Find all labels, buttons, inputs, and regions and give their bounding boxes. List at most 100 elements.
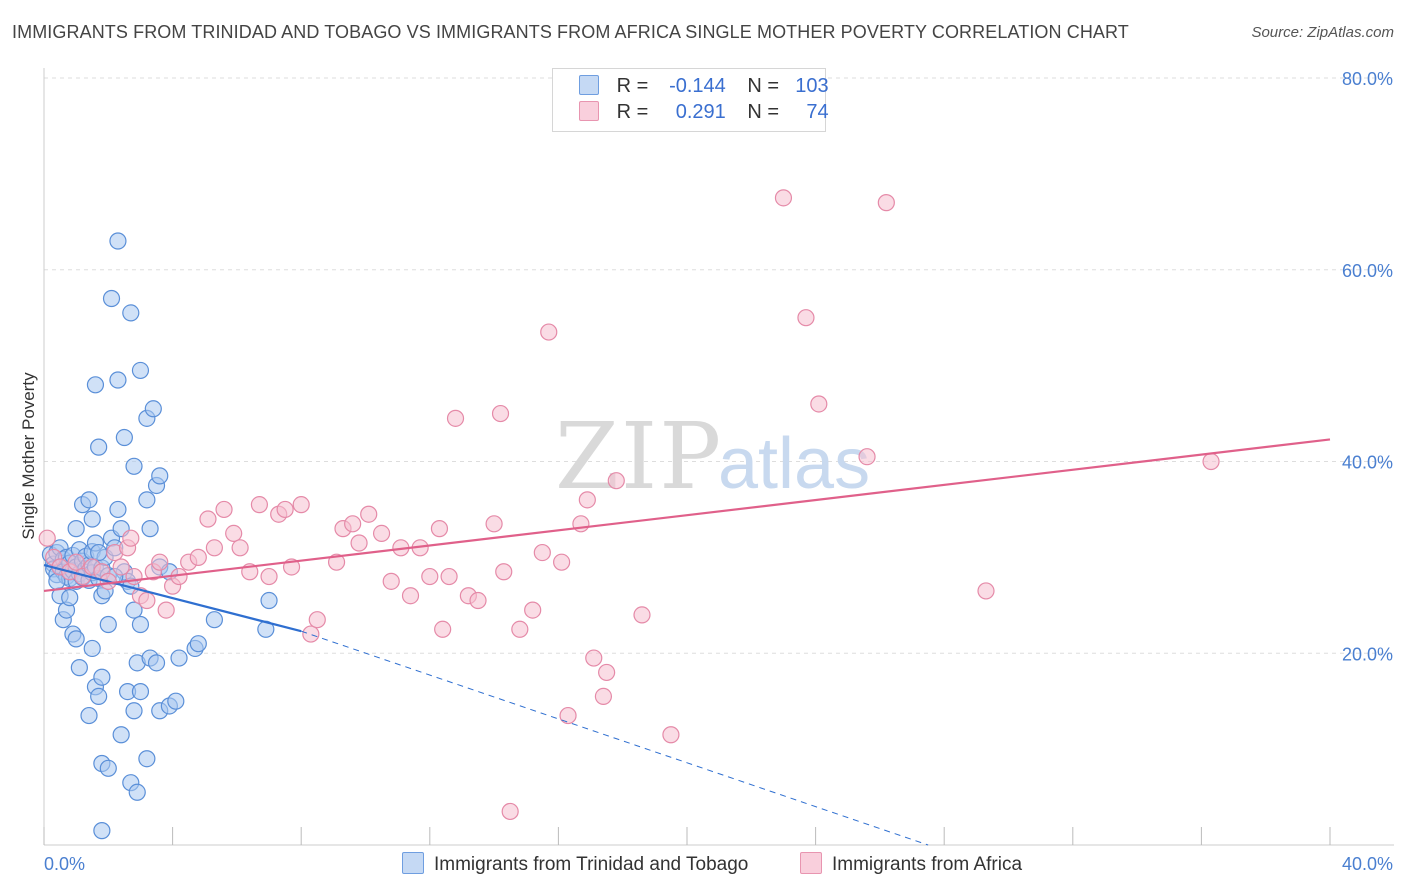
data-point-africa <box>633 606 651 624</box>
legend-n-value: 103 <box>795 75 829 97</box>
data-point-trinidad <box>189 635 207 653</box>
y-tick-label: 40.0% <box>1342 453 1393 473</box>
data-point-africa <box>501 802 519 821</box>
data-point-trinidad <box>83 510 101 528</box>
data-point-africa <box>344 515 362 533</box>
data-point-africa <box>533 543 551 562</box>
watermark: ZIP atlas <box>555 403 870 510</box>
y-axis-label: Single Mother Poverty <box>19 372 38 540</box>
data-point-africa <box>495 563 513 581</box>
data-point-africa <box>302 625 320 643</box>
legend-row-africa: R = 0.291 N = 74 <box>579 101 829 127</box>
trend-lines <box>43 438 1331 846</box>
data-point-trinidad <box>151 467 169 485</box>
bottom-legend-label: Immigrants from Trinidad and Tobago <box>434 854 749 875</box>
data-point-trinidad <box>138 491 156 509</box>
y-tick-label: 80.0% <box>1342 69 1393 89</box>
data-point-africa <box>662 726 680 744</box>
data-point-africa <box>112 558 130 576</box>
data-point-africa <box>250 496 269 514</box>
data-point-africa <box>774 189 793 207</box>
legend-r-value: 0.291 <box>675 101 726 123</box>
data-point-trinidad <box>125 702 143 720</box>
data-point-trinidad <box>125 601 143 619</box>
axes <box>43 68 1394 846</box>
legend-n-label: N = <box>747 75 780 97</box>
data-point-trinidad <box>205 611 223 629</box>
data-point-africa <box>585 649 603 667</box>
data-point-africa <box>205 539 223 557</box>
data-point-trinidad <box>144 400 162 418</box>
trend-line-trinidad-extension <box>301 630 929 846</box>
data-point-trinidad <box>67 630 85 648</box>
data-point-africa <box>292 496 310 514</box>
data-point-trinidad <box>61 589 79 607</box>
data-point-trinidad <box>90 687 108 705</box>
bottom-legend-label: Immigrants from Africa <box>832 854 1023 875</box>
trend-line-africa <box>43 438 1331 593</box>
data-point-trinidad <box>141 520 159 538</box>
data-point-africa <box>797 309 815 327</box>
data-point-trinidad <box>86 376 105 394</box>
data-point-africa <box>421 567 439 586</box>
data-point-trinidad <box>128 783 146 801</box>
data-point-africa <box>125 567 143 586</box>
data-point-trinidad <box>80 491 98 509</box>
data-point-africa <box>225 524 243 543</box>
data-point-africa <box>360 505 378 523</box>
chart-title: IMMIGRANTS FROM TRINIDAD AND TOBAGO VS I… <box>12 22 1129 42</box>
data-point-africa <box>511 620 529 638</box>
data-point-africa <box>327 553 346 571</box>
y-tick-label: 60.0% <box>1342 261 1393 281</box>
data-point-africa <box>151 553 169 571</box>
data-point-trinidad <box>115 428 133 447</box>
data-point-trinidad <box>131 615 150 634</box>
data-point-africa <box>199 510 217 528</box>
legend-swatch-blue <box>579 75 599 95</box>
data-point-trinidad <box>93 822 111 840</box>
data-point-trinidad <box>112 726 130 744</box>
data-point-trinidad <box>122 304 140 322</box>
legend-r-label: R = <box>616 101 649 123</box>
tick-labels: 20.0% 40.0% 60.0% 80.0% 0.0% 40.0% <box>44 69 1393 874</box>
data-point-africa <box>189 548 207 566</box>
data-point-africa <box>559 706 577 725</box>
data-point-africa <box>276 500 294 519</box>
data-point-africa <box>598 663 616 682</box>
data-point-africa <box>67 553 85 571</box>
data-point-africa <box>540 323 558 341</box>
data-point-africa <box>877 194 895 212</box>
x-tick-label: 0.0% <box>44 854 85 874</box>
watermark-zip: ZIP <box>555 403 723 510</box>
data-point-africa <box>578 491 596 509</box>
data-point-trinidad <box>138 750 156 768</box>
legend-n-value: 74 <box>806 101 829 123</box>
data-point-trinidad <box>67 520 85 538</box>
correlation-legend: R = -0.144 N = 103 R = 0.291 N = 74 <box>552 68 829 132</box>
data-point-africa <box>858 448 876 466</box>
data-point-africa <box>607 472 625 490</box>
bottom-legend-trinidad[interactable]: Immigrants from Trinidad and Tobago <box>402 852 748 876</box>
watermark-atlas: atlas <box>718 424 870 504</box>
data-point-trinidad <box>99 759 117 777</box>
data-point-trinidad <box>99 615 117 634</box>
data-point-africa <box>1202 452 1220 471</box>
data-point-africa <box>260 567 278 586</box>
trend-line-trinidad <box>43 563 302 633</box>
data-point-africa <box>401 587 420 605</box>
data-point-trinidad <box>70 659 88 677</box>
data-point-trinidad <box>260 591 278 610</box>
legend-row-trinidad: R = -0.144 N = 103 <box>579 75 829 101</box>
x-tick-label: 40.0% <box>1342 854 1393 874</box>
data-point-africa <box>231 539 249 557</box>
data-point-africa <box>594 687 613 705</box>
data-point-trinidad <box>93 668 111 686</box>
bottom-legend-africa[interactable]: Immigrants from Africa <box>800 852 1022 876</box>
data-point-africa <box>553 553 571 571</box>
source-label: Source: ZipAtlas.com <box>1251 24 1394 41</box>
data-point-africa <box>38 529 56 547</box>
data-point-africa <box>485 515 503 533</box>
data-point-trinidad <box>131 682 150 701</box>
legend-n-label: N = <box>747 101 780 123</box>
